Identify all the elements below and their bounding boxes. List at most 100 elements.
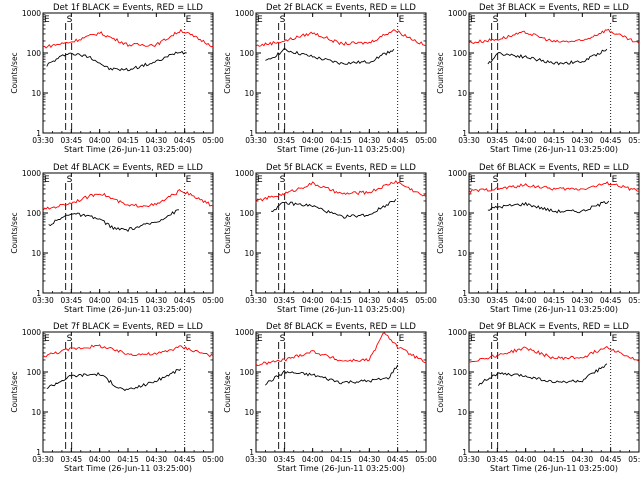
event-marker-label: E — [44, 334, 50, 344]
x-tick-label: 04:30 — [359, 296, 381, 305]
series-line-lld — [468, 28, 640, 45]
y-tick-label: 1 — [462, 289, 467, 298]
series-line-events — [487, 200, 610, 214]
x-tick-label: 03:45 — [274, 455, 296, 464]
y-tick-label: 100 — [27, 209, 42, 218]
x-tick-label: 04:45 — [600, 136, 622, 145]
event-marker-label: S — [67, 175, 73, 185]
y-tick-label: 1 — [249, 448, 254, 457]
event-marker-label: S — [280, 334, 286, 344]
x-tick-label: 04:15 — [330, 296, 352, 305]
event-marker-label: E — [186, 334, 192, 344]
y-tick-label: 100 — [453, 209, 468, 218]
y-axis-label: Counts/sec — [10, 371, 19, 412]
x-tick-label: 05:00 — [415, 296, 437, 305]
x-axis-label: Start Time (26-Jun-11 03:25:00) — [277, 464, 405, 473]
series-line-lld — [468, 346, 640, 363]
x-tick-label: 04:45 — [600, 455, 622, 464]
series-line-lld — [255, 29, 427, 47]
x-tick-label: 04:30 — [359, 136, 381, 145]
y-axis-label: Counts/sec — [223, 52, 232, 93]
y-tick-label: 10 — [244, 249, 254, 258]
x-tick-label: 04:45 — [387, 296, 409, 305]
detector-panel-8: Det 8f BLACK = Events, RED = LLD 03:30 03:… — [223, 322, 437, 473]
y-tick-label: 1 — [36, 129, 41, 138]
y-axis-label: Counts/sec — [223, 212, 232, 253]
x-tick-label: 05:00 — [202, 136, 224, 145]
y-tick-label: 1 — [36, 448, 41, 457]
event-marker-label: E — [612, 15, 618, 25]
x-tick-label: 03:30 — [245, 136, 267, 145]
x-tick-label: 03:45 — [274, 136, 296, 145]
panel-title: Det 6f BLACK = Events, RED = LLD — [479, 163, 629, 173]
y-axis-label: Counts/sec — [436, 212, 445, 253]
plot-frame — [42, 172, 214, 294]
x-tick-label: 03:45 — [61, 455, 83, 464]
x-tick-label: 03:30 — [32, 136, 54, 145]
x-tick-label: 03:30 — [458, 136, 480, 145]
x-tick-label: 04:45 — [600, 296, 622, 305]
event-marker-label: S — [280, 15, 286, 25]
x-tick-label: 04:30 — [572, 296, 594, 305]
series-line-lld — [255, 332, 427, 366]
detector-panel-3: Det 3f BLACK = Events, RED = LLD 03:30 03:… — [436, 3, 640, 154]
x-axis-label: Start Time (26-Jun-11 03:25:00) — [490, 145, 618, 154]
y-tick-label: 100 — [240, 368, 255, 377]
x-axis-label: Start Time (26-Jun-11 03:25:00) — [64, 305, 192, 314]
y-tick-label: 10 — [457, 249, 467, 258]
x-tick-label: 04:15 — [330, 136, 352, 145]
panel-title: Det 4f BLACK = Events, RED = LLD — [53, 163, 203, 173]
panel-title: Det 3f BLACK = Events, RED = LLD — [479, 3, 629, 13]
x-tick-label: 04:00 — [302, 136, 324, 145]
x-axis-label: Start Time (26-Jun-11 03:25:00) — [277, 305, 405, 314]
y-tick-label: 10 — [457, 89, 467, 98]
panel-title: Det 7f BLACK = Events, RED = LLD — [53, 322, 203, 332]
x-tick-label: 04:00 — [515, 296, 537, 305]
x-tick-label: 03:30 — [458, 455, 480, 464]
event-marker-label: E — [470, 334, 476, 344]
event-marker-label: E — [44, 15, 50, 25]
x-tick-label: 05:00 — [628, 296, 640, 305]
plot-frame — [255, 12, 427, 134]
plot-frame — [255, 172, 427, 294]
x-tick-label: 05:00 — [628, 136, 640, 145]
y-tick-label: 10 — [244, 408, 254, 417]
y-tick-label: 1000 — [22, 328, 41, 337]
series-line-events — [265, 47, 395, 65]
series-line-lld — [42, 344, 214, 358]
x-tick-label: 03:45 — [61, 136, 83, 145]
event-marker-label: E — [186, 15, 192, 25]
x-tick-label: 03:45 — [274, 296, 296, 305]
y-tick-label: 1000 — [235, 169, 254, 178]
x-tick-label: 04:15 — [543, 296, 565, 305]
event-marker-label: E — [612, 175, 618, 185]
y-tick-label: 10 — [31, 408, 41, 417]
x-tick-label: 05:00 — [628, 455, 640, 464]
x-axis-label: Start Time (26-Jun-11 03:25:00) — [64, 464, 192, 473]
event-marker-label: S — [493, 175, 499, 185]
y-tick-label: 1000 — [22, 169, 41, 178]
detector-panel-9: Det 9f BLACK = Events, RED = LLD 03:30 03:… — [436, 322, 640, 473]
y-axis-label: Counts/sec — [10, 52, 19, 93]
y-tick-label: 1000 — [235, 9, 254, 18]
series-line-events — [265, 364, 399, 386]
x-tick-label: 04:00 — [302, 296, 324, 305]
y-tick-label: 1 — [249, 289, 254, 298]
series-line-events — [46, 50, 187, 72]
panel-title: Det 5f BLACK = Events, RED = LLD — [266, 163, 416, 173]
x-tick-label: 03:30 — [245, 296, 267, 305]
series-line-events — [271, 199, 397, 219]
x-tick-label: 04:30 — [572, 455, 594, 464]
x-tick-label: 05:00 — [202, 455, 224, 464]
x-tick-label: 04:30 — [146, 136, 168, 145]
event-marker-label: E — [257, 334, 263, 344]
panel-title: Det 8f BLACK = Events, RED = LLD — [266, 322, 416, 332]
y-axis-label: Counts/sec — [223, 371, 232, 412]
event-marker-label: E — [257, 15, 263, 25]
event-marker-label: E — [44, 175, 50, 185]
x-tick-label: 04:00 — [302, 455, 324, 464]
event-marker-label: S — [493, 334, 499, 344]
event-marker-label: E — [257, 175, 263, 185]
event-marker-label: S — [67, 334, 73, 344]
x-tick-label: 04:15 — [117, 455, 139, 464]
